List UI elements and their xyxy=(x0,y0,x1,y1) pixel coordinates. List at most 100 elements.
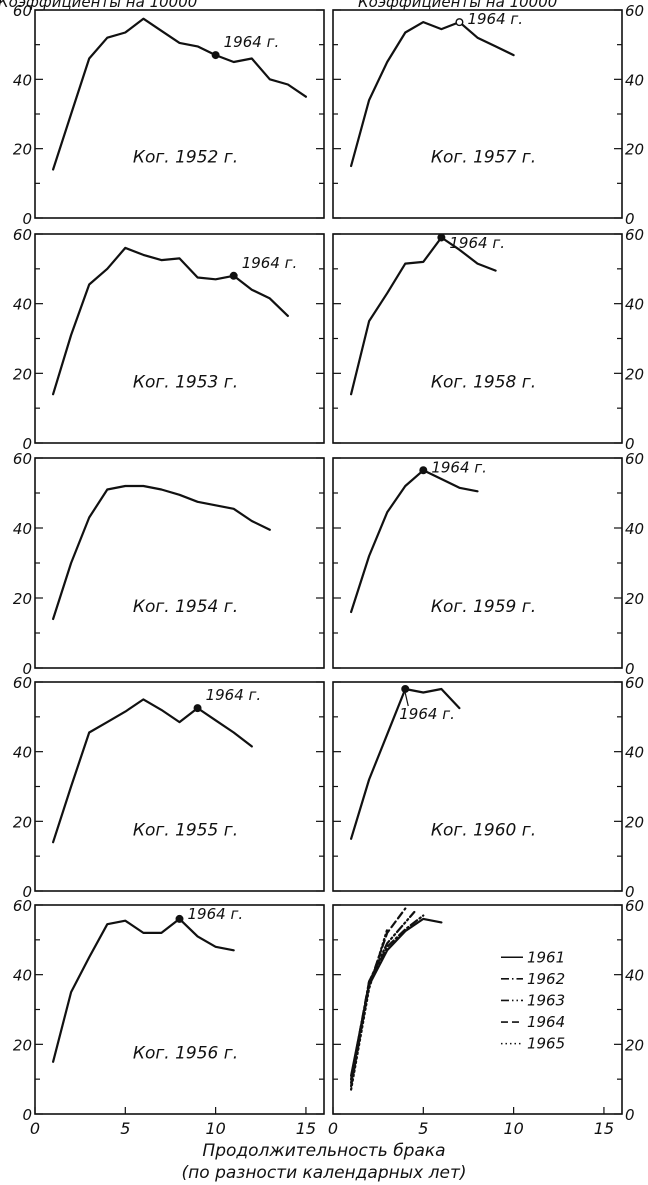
panel-2: 0 20 40 60 Ког. 1957 г. 1964 г. xyxy=(332,2,644,228)
y-tick-label: 60 xyxy=(625,897,644,915)
cohort-curve xyxy=(350,21,515,168)
cohort-title: Ког. 1952 г. xyxy=(133,148,238,168)
y-tick-label: 20 xyxy=(13,141,32,159)
y-tick-label: 20 xyxy=(13,590,32,608)
panel-6: 0 20 40 60 Ког. 1959 г. 1964 г. xyxy=(332,450,644,678)
panel-7: 0 20 40 60 Ког. 1955 г. 1964 г. xyxy=(13,674,325,901)
y-tick-label: 60 xyxy=(625,226,644,244)
panel-8: 0 20 40 60 Ког. 1960 г. 1964 г. xyxy=(332,674,644,901)
y-tick-label: 60 xyxy=(625,2,644,20)
panel-frame xyxy=(332,681,623,892)
panel-5: 0 20 40 60 Ког. 1954 г. xyxy=(13,450,325,678)
y-tick-label: 40 xyxy=(625,744,644,762)
top-right-ylabel: Коэффициенты на 10000 xyxy=(358,0,557,11)
cohort-title: Ког. 1956 г. xyxy=(133,1043,238,1063)
year-1964-marker xyxy=(175,914,184,923)
x-axis-label-sub: (по разности календарных лет) xyxy=(182,1163,467,1183)
x-tick-label: 5 xyxy=(418,1119,428,1138)
x-tick-label: 10 xyxy=(205,1119,225,1138)
y-tick-label: 60 xyxy=(13,897,32,915)
y-tick-label: 0 xyxy=(625,660,635,678)
year-1964-marker xyxy=(455,18,464,27)
panel-frame xyxy=(332,233,623,444)
panel-frame xyxy=(34,9,325,219)
legend-curve xyxy=(350,910,416,1084)
x-tick-label: 15 xyxy=(296,1119,316,1138)
year-1964-marker xyxy=(401,684,410,693)
y-tick-label: 0 xyxy=(22,660,32,678)
cohort-title: Ког. 1957 г. xyxy=(431,148,536,168)
y-tick-label: 20 xyxy=(625,1036,644,1054)
y-tick-label: 20 xyxy=(13,365,32,383)
annotation-1964: 1964 г. xyxy=(399,705,455,723)
annotation-1964: 1964 г. xyxy=(188,905,244,923)
panel-4: 0 20 40 60 Ког. 1958 г. 1964 г. xyxy=(332,226,644,453)
y-tick-label: 0 xyxy=(22,1106,32,1124)
annotation-arrow xyxy=(404,692,409,707)
y-tick-label: 40 xyxy=(625,520,644,538)
annotation-1964: 1964 г. xyxy=(206,686,262,704)
y-tick-label: 60 xyxy=(625,450,644,468)
cohort-title: Ког. 1959 г. xyxy=(431,597,536,617)
panel-3: 0 20 40 60 Ког. 1953 г. 1964 г. xyxy=(13,226,325,453)
annotation-1964: 1964 г. xyxy=(224,33,280,51)
annotation-1964: 1964 г. xyxy=(467,10,523,28)
legend-curve xyxy=(350,914,425,1081)
y-tick-label: 0 xyxy=(625,1106,635,1124)
y-tick-label: 0 xyxy=(22,210,32,228)
y-tick-label: 40 xyxy=(13,296,32,314)
legend-curve xyxy=(350,907,407,1088)
y-tick-label: 0 xyxy=(625,210,635,228)
panel-1: 0 20 40 60 Ког. 1952 г. 1964 г. xyxy=(13,2,325,228)
cohort-title: Ког. 1960 г. xyxy=(431,820,536,840)
year-1964-marker xyxy=(419,466,428,475)
panel-frame xyxy=(34,457,325,669)
panel-frame xyxy=(34,681,325,892)
y-tick-label: 0 xyxy=(22,883,32,901)
panels-group: 0 20 40 60 Ког. 1952 г. 1964 г. 0 20 40 60 Ког. 19… xyxy=(13,2,644,1138)
x-axis-label: Продолжительность брака xyxy=(202,1141,445,1161)
legend-curve xyxy=(350,928,389,1091)
legend-label: 1963 xyxy=(527,991,565,1009)
panel-10: 0 20 40 60 0 5 10 15 1961 1962 1963 1964 1965 xyxy=(328,897,644,1138)
x-tick-label: 10 xyxy=(503,1119,523,1138)
top-left-ylabel: Коэффициенты на 10000 xyxy=(0,0,197,11)
y-tick-label: 40 xyxy=(625,967,644,985)
y-tick-label: 0 xyxy=(625,435,635,453)
y-tick-label: 60 xyxy=(625,674,644,692)
y-tick-label: 60 xyxy=(13,450,32,468)
legend-label: 1965 xyxy=(527,1035,565,1053)
x-tick-label: 0 xyxy=(30,1119,40,1138)
y-tick-label: 60 xyxy=(13,226,32,244)
year-1964-marker xyxy=(211,51,220,60)
y-tick-label: 40 xyxy=(625,71,644,89)
cohort-title: Ког. 1954 г. xyxy=(133,597,238,617)
panel-frame xyxy=(332,904,623,1115)
cohort-curve xyxy=(350,236,497,396)
legend-label: 1961 xyxy=(527,948,565,966)
annotation-1964: 1964 г. xyxy=(242,254,298,272)
annotation-1964: 1964 г. xyxy=(449,234,505,252)
y-tick-label: 20 xyxy=(625,813,644,831)
annotation-1964: 1964 г. xyxy=(431,458,487,476)
cohort-title: Ког. 1953 г. xyxy=(133,372,238,392)
y-tick-label: 40 xyxy=(13,520,32,538)
panel-frame xyxy=(332,9,623,219)
y-tick-label: 60 xyxy=(13,674,32,692)
y-tick-label: 20 xyxy=(625,365,644,383)
cohort-curve xyxy=(51,698,253,844)
y-tick-label: 40 xyxy=(13,744,32,762)
legend-label: 1964 xyxy=(527,1013,565,1031)
panel-frame xyxy=(332,457,623,669)
y-tick-label: 40 xyxy=(13,967,32,985)
y-tick-label: 0 xyxy=(22,435,32,453)
cohort-curve xyxy=(51,246,289,396)
year-1964-marker xyxy=(437,233,446,242)
cohort-curve xyxy=(51,484,271,621)
y-tick-label: 40 xyxy=(625,296,644,314)
legend-label: 1962 xyxy=(527,970,565,988)
cohort-curve xyxy=(51,917,235,1063)
y-tick-label: 40 xyxy=(13,71,32,89)
cohort-curve xyxy=(350,469,479,614)
